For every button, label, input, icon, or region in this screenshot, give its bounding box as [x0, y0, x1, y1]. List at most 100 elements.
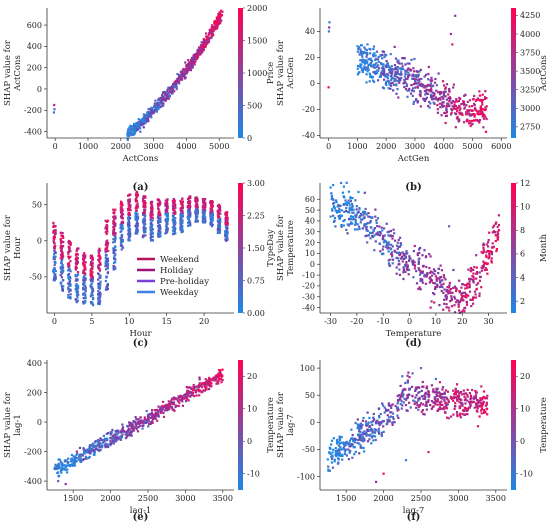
data-point — [61, 252, 64, 255]
data-point — [350, 202, 353, 205]
data-point — [104, 279, 107, 283]
data-point — [125, 432, 128, 435]
data-point — [457, 120, 460, 123]
data-point — [335, 455, 338, 458]
data-point — [444, 294, 447, 297]
data-point — [97, 292, 100, 296]
data-point — [436, 111, 439, 114]
data-point — [449, 300, 452, 303]
data-point — [415, 394, 418, 397]
data-point — [426, 272, 429, 275]
data-point — [482, 246, 485, 249]
colorbar-tick-label: -10 — [247, 470, 260, 479]
data-point — [389, 229, 392, 233]
data-point — [180, 203, 183, 206]
data-point — [468, 277, 471, 281]
data-point — [429, 276, 432, 279]
data-point — [202, 217, 205, 220]
data-point — [329, 215, 332, 218]
data-point — [120, 229, 123, 232]
data-point — [342, 224, 345, 227]
data-point — [172, 83, 175, 86]
data-point — [166, 209, 169, 212]
data-point — [121, 217, 124, 220]
data-point — [332, 437, 335, 440]
data-point — [363, 430, 366, 433]
x-axis-label: ActCons — [122, 154, 159, 164]
x-tick-label: 20 — [199, 317, 209, 326]
data-point — [180, 398, 183, 401]
data-point — [453, 297, 457, 300]
data-point — [469, 396, 472, 399]
data-point — [444, 87, 447, 90]
data-point — [160, 410, 163, 413]
data-point — [188, 199, 191, 202]
data-point — [429, 306, 432, 309]
data-point — [491, 246, 494, 249]
data-point — [428, 106, 431, 109]
data-point — [447, 103, 450, 106]
data-point — [166, 89, 169, 92]
x-tick-label: 4000 — [434, 142, 454, 151]
data-point — [441, 104, 444, 107]
data-point — [154, 105, 157, 108]
data-point — [354, 223, 357, 226]
data-point — [113, 224, 116, 227]
data-point — [200, 44, 203, 47]
data-point — [497, 229, 501, 232]
data-point — [120, 240, 123, 243]
data-point — [196, 209, 199, 212]
data-point — [74, 262, 77, 265]
data-point — [81, 454, 84, 457]
data-point — [409, 406, 412, 409]
data-point — [405, 263, 408, 266]
data-point — [458, 291, 461, 294]
data-point — [79, 455, 82, 458]
data-point — [401, 57, 404, 60]
data-point — [340, 181, 343, 185]
data-point — [361, 50, 364, 54]
data-point — [398, 262, 401, 266]
data-point — [462, 121, 466, 124]
data-point — [433, 81, 437, 84]
data-point — [465, 104, 468, 107]
data-point — [455, 107, 459, 110]
data-point — [347, 210, 351, 213]
data-point — [210, 29, 213, 32]
data-point — [485, 97, 488, 100]
data-point — [476, 425, 480, 428]
data-point — [53, 267, 56, 270]
data-point — [328, 26, 331, 29]
data-point — [201, 50, 204, 54]
data-point — [85, 451, 88, 454]
data-point — [220, 373, 223, 376]
data-point — [89, 448, 93, 451]
data-point — [350, 215, 353, 218]
data-point — [171, 86, 174, 89]
data-point — [180, 70, 183, 74]
data-point — [379, 250, 382, 253]
data-point — [369, 231, 372, 234]
x-tick-label: 0 — [53, 142, 58, 151]
data-point — [52, 279, 55, 282]
data-point — [89, 263, 92, 266]
data-point — [224, 216, 227, 220]
data-point — [406, 62, 409, 65]
data-point — [63, 464, 66, 467]
data-point — [76, 299, 79, 302]
data-point — [76, 457, 79, 460]
data-point — [157, 207, 160, 210]
data-point — [159, 232, 162, 235]
data-point — [382, 68, 385, 71]
colorbar — [511, 8, 516, 138]
data-point — [455, 288, 458, 291]
data-point — [376, 217, 380, 220]
data-point — [113, 266, 117, 269]
data-point — [173, 206, 176, 209]
data-point — [397, 96, 400, 99]
data-point — [194, 386, 197, 389]
data-point — [208, 378, 211, 381]
data-point — [151, 207, 154, 210]
data-point — [390, 71, 393, 75]
data-point — [359, 48, 362, 51]
